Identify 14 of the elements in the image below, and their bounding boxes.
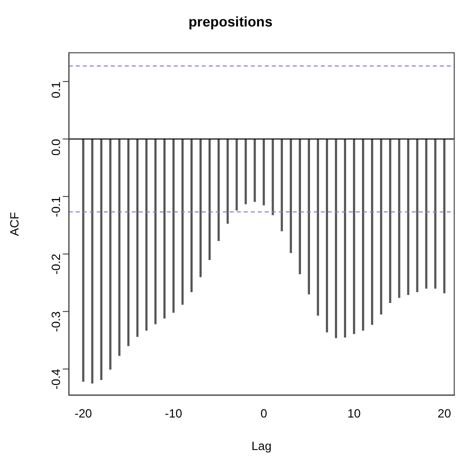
y-tick-label: 0.1 (49, 81, 64, 98)
y-axis-title: ACF (8, 212, 22, 236)
x-tick-label: -10 (164, 406, 183, 421)
x-tick-label: -20 (74, 406, 92, 421)
y-tick-label: -0.4 (49, 368, 64, 390)
y-tick-label: -0.2 (49, 254, 64, 275)
x-tick-label: 0 (260, 406, 268, 421)
y-tick-label: 0.0 (49, 138, 64, 156)
chart-title: prepositions (188, 13, 273, 30)
y-tick-label: -0.3 (49, 311, 64, 332)
x-axis-title: Lag (252, 439, 272, 454)
x-tick-label: 20 (438, 406, 452, 421)
x-tick-label: 10 (347, 406, 362, 421)
y-tick-label: -0.1 (49, 196, 64, 218)
